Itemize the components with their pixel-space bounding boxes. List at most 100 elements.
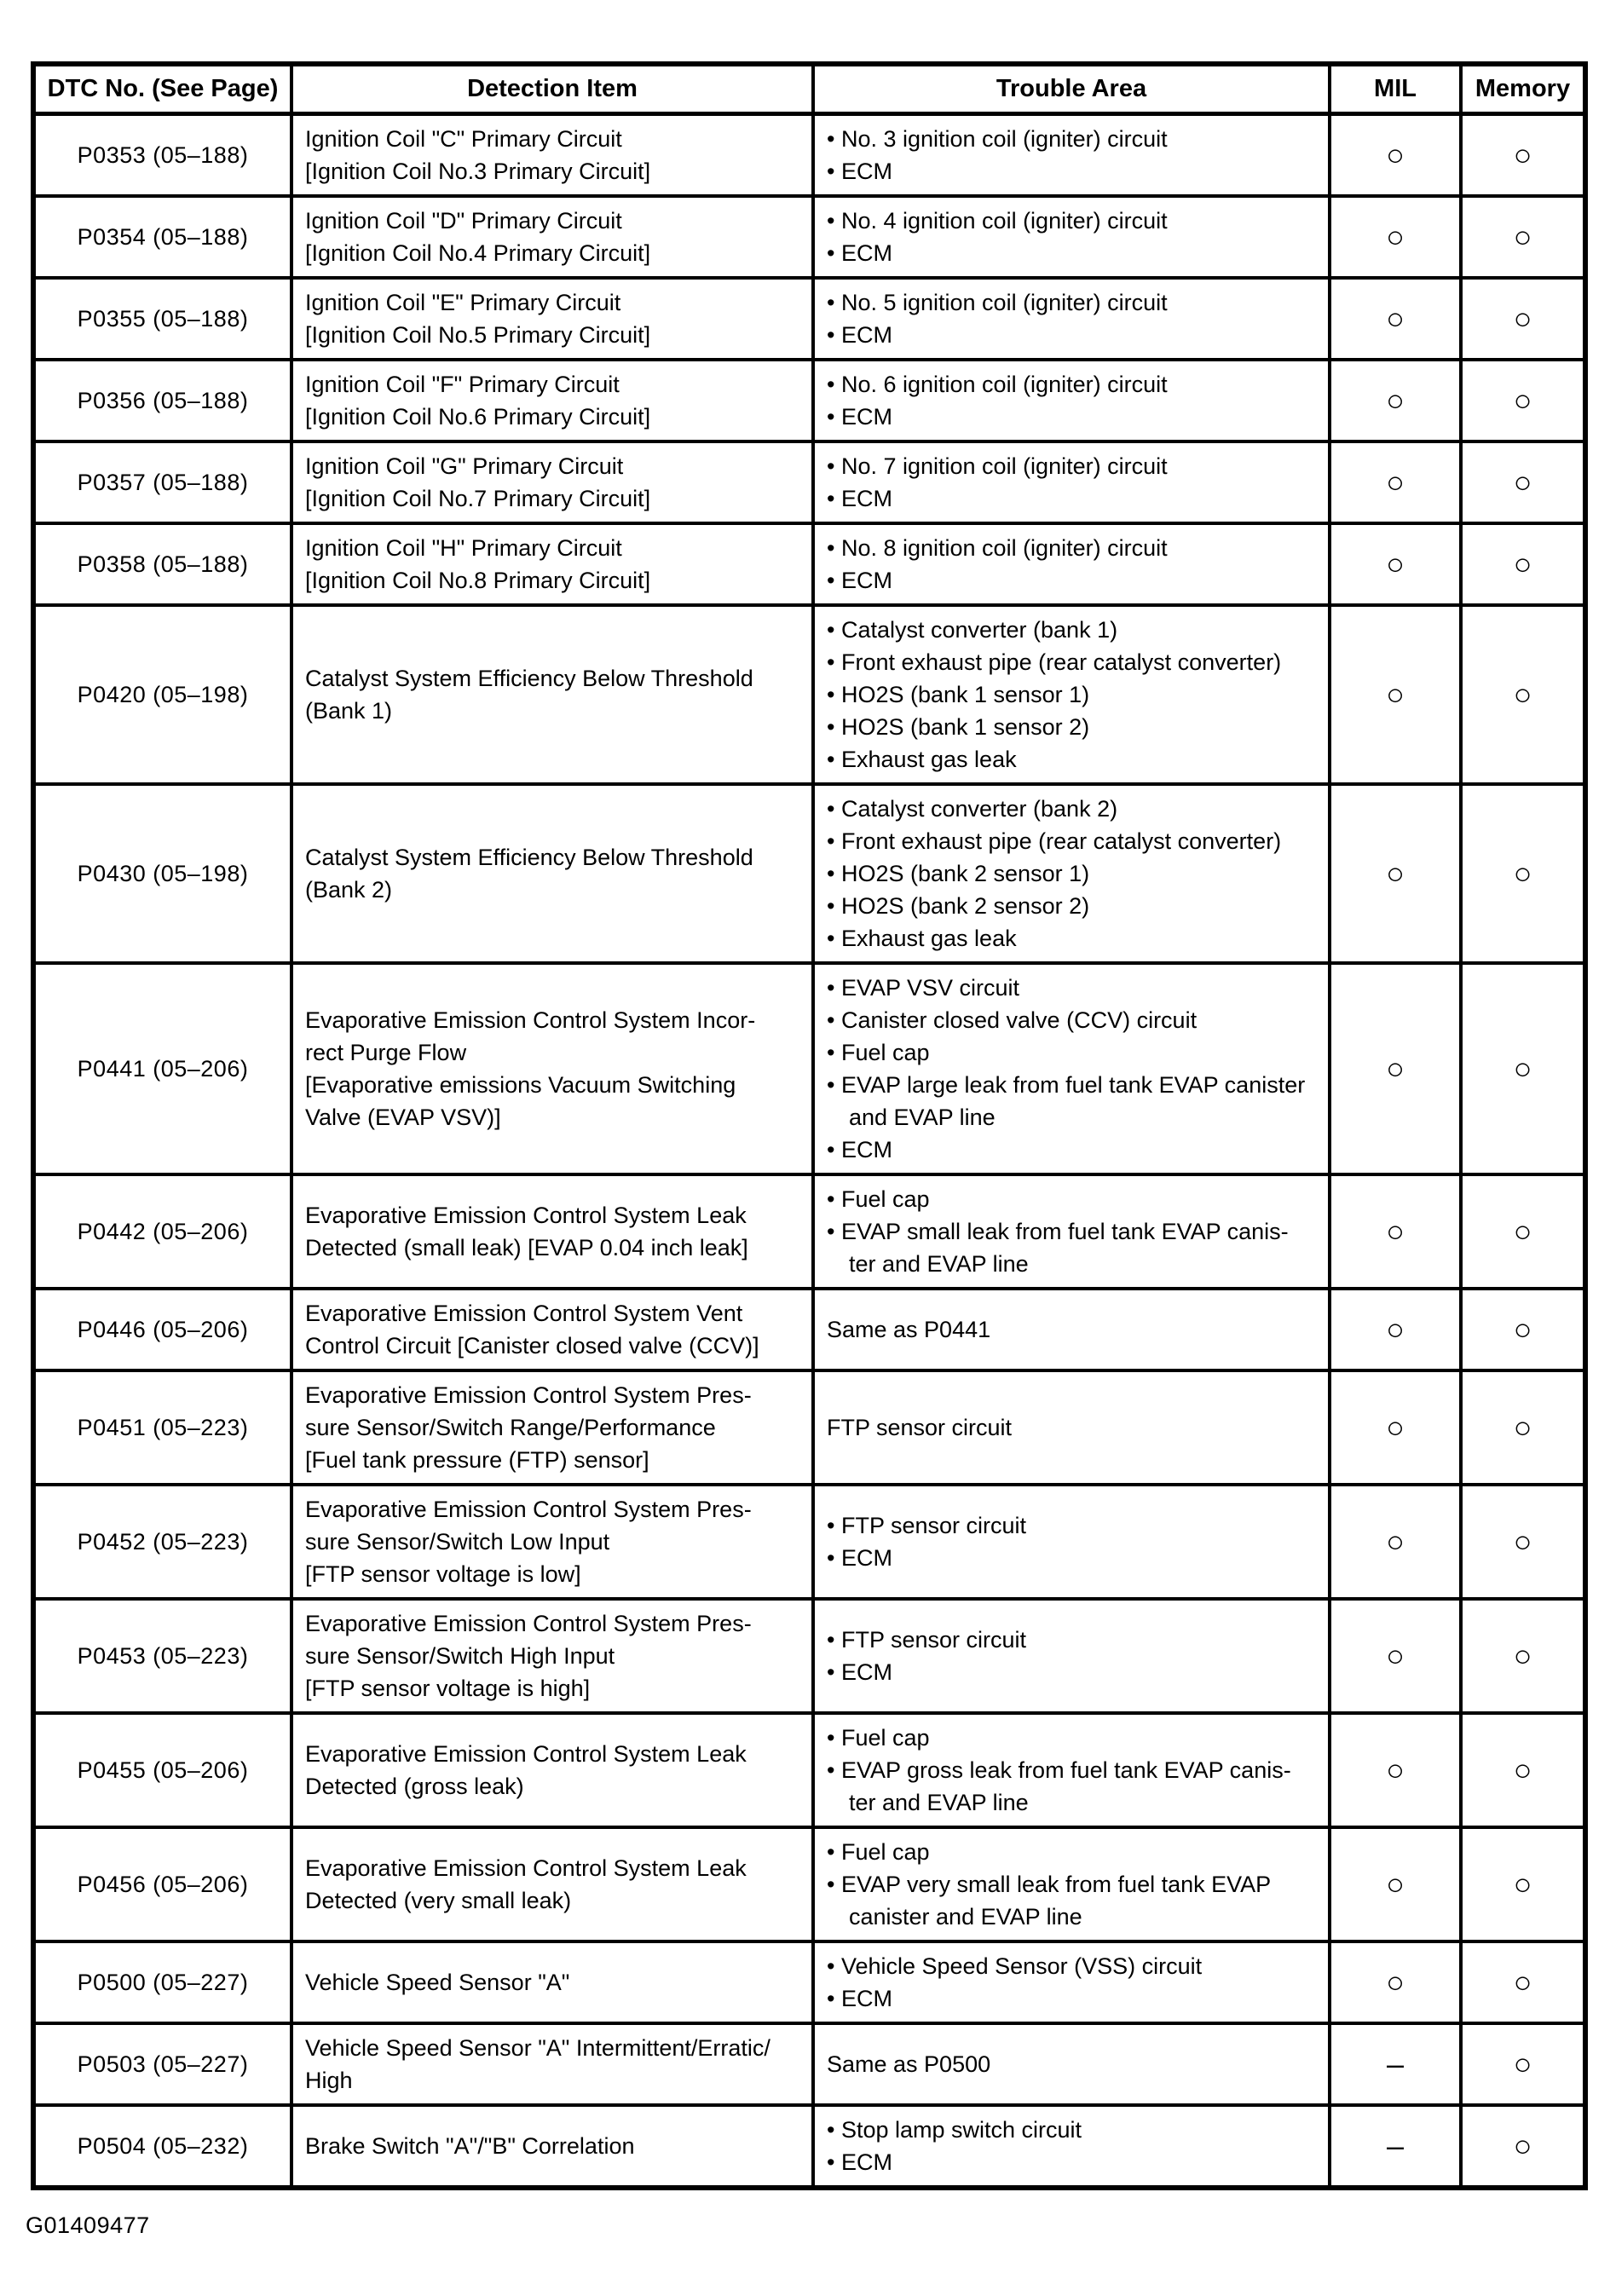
detection-cell: Evaporative Emission Control System Leak… <box>290 1825 815 1943</box>
mil-cell: ○ <box>1328 275 1463 361</box>
detection-line: (Bank 2) <box>305 876 393 903</box>
mil-cell: ○ <box>1328 521 1463 607</box>
table-row: P0456 (05–206) Evaporative Emission Contr… <box>32 1825 1587 1943</box>
detection-cell: Ignition Coil "F" Primary Circuit [Igniti… <box>290 357 815 443</box>
detection-line: sure Sensor/Switch Range/Performance <box>305 1414 716 1440</box>
trouble-line: • EVAP very small leak from fuel tank EV… <box>827 1871 1272 1897</box>
trouble-line: • ECM <box>827 567 892 593</box>
trouble-line: • HO2S (bank 2 sensor 1) <box>827 860 1090 886</box>
detection-line: Vehicle Speed Sensor "A" Intermittent/Er… <box>305 2034 770 2061</box>
trouble-line: • ECM <box>827 158 892 184</box>
detection-line: Detected (gross leak) <box>305 1773 524 1799</box>
dtc-cell: P0358 (05–188) <box>32 521 293 607</box>
dtc-cell: P0453 (05–223) <box>32 1596 293 1715</box>
memory-cell: ○ <box>1459 961 1587 1176</box>
dtc-cell: P0441 (05–206) <box>32 961 293 1176</box>
trouble-cell: • FTP sensor circuit • ECM <box>811 1596 1331 1715</box>
memory-cell: ○ <box>1459 1939 1587 2025</box>
dtc-cell: P0354 (05–188) <box>32 193 293 280</box>
column-header-mil: MIL <box>1328 61 1463 116</box>
dtc-cell: P0452 (05–223) <box>32 1482 293 1601</box>
trouble-line: • Catalyst converter (bank 1) <box>827 616 1118 643</box>
detection-cell: Ignition Coil "E" Primary Circuit [Igniti… <box>290 275 815 361</box>
memory-cell: ○ <box>1459 1286 1587 1372</box>
dtc-cell: P0503 (05–227) <box>32 2021 293 2107</box>
memory-cell: ○ <box>1459 1825 1587 1943</box>
mil-cell: – <box>1328 2103 1463 2189</box>
dtc-cell: P0451 (05–223) <box>32 1368 293 1486</box>
mil-cell: ○ <box>1328 1710 1463 1829</box>
mil-cell: ○ <box>1328 1482 1463 1601</box>
mil-cell: ○ <box>1328 1368 1463 1486</box>
detection-cell: Evaporative Emission Control System Pres… <box>290 1368 815 1486</box>
memory-cell: ○ <box>1459 2021 1587 2107</box>
trouble-line: • No. 8 ignition coil (igniter) circuit <box>827 534 1168 561</box>
mil-cell: ○ <box>1328 439 1463 525</box>
detection-cell: Vehicle Speed Sensor "A" Intermittent/Er… <box>290 2021 815 2107</box>
mil-cell: – <box>1328 2021 1463 2107</box>
detection-line: (Bank 1) <box>305 697 393 724</box>
detection-line: sure Sensor/Switch High Input <box>305 1642 615 1669</box>
detection-line: Catalyst System Efficiency Below Thresho… <box>305 665 753 691</box>
detection-line: Control Circuit [Canister closed valve (… <box>305 1332 759 1359</box>
table-row: P0354 (05–188) Ignition Coil "D" Primary … <box>32 193 1587 280</box>
trouble-line: • Fuel cap <box>827 1185 930 1212</box>
table-row: P0357 (05–188) Ignition Coil "G" Primary … <box>32 439 1587 525</box>
trouble-line: and EVAP line <box>849 1104 996 1130</box>
dtc-cell: P0430 (05–198) <box>32 782 293 965</box>
trouble-cell: • No. 7 ignition coil (igniter) circuit •… <box>811 439 1331 525</box>
table-row: P0353 (05–188) Ignition Coil "C" Primary … <box>32 112 1587 198</box>
detection-line: Evaporative Emission Control System Leak <box>305 1740 747 1767</box>
table-row: P0441 (05–206) Evaporative Emission Contr… <box>32 961 1587 1176</box>
dtc-table-body: P0353 (05–188) Ignition Coil "C" Primary … <box>32 112 1587 2189</box>
dtc-table: DTC No. (See Page) Detection Item Troubl… <box>31 61 1588 2190</box>
detection-line: Evaporative Emission Control System Pres… <box>305 1382 752 1408</box>
trouble-line: • EVAP small leak from fuel tank EVAP ca… <box>827 1218 1289 1244</box>
trouble-cell: • Vehicle Speed Sensor (VSS) circuit • EC… <box>811 1939 1331 2025</box>
detection-line: [Fuel tank pressure (FTP) sensor] <box>305 1446 649 1473</box>
detection-line: [Ignition Coil No.7 Primary Circuit] <box>305 485 651 511</box>
table-row: P0420 (05–198) Catalyst System Efficiency… <box>32 603 1587 786</box>
trouble-cell: • Fuel cap • EVAP small leak from fuel ta… <box>811 1172 1331 1290</box>
trouble-line: FTP sensor circuit <box>827 1414 1013 1440</box>
memory-cell: ○ <box>1459 1596 1587 1715</box>
detection-cell: Evaporative Emission Control System Inco… <box>290 961 815 1176</box>
trouble-line: • ECM <box>827 1659 892 1685</box>
trouble-line: Same as P0500 <box>827 2051 991 2077</box>
trouble-line: • Exhaust gas leak <box>827 925 1017 951</box>
detection-line: Ignition Coil "D" Primary Circuit <box>305 207 622 234</box>
trouble-line: • FTP sensor circuit <box>827 1626 1027 1653</box>
detection-line: [Ignition Coil No.6 Primary Circuit] <box>305 403 651 430</box>
memory-cell: ○ <box>1459 1482 1587 1601</box>
dtc-table-header: DTC No. (See Page) Detection Item Troubl… <box>32 61 1587 116</box>
detection-cell: Vehicle Speed Sensor "A" <box>290 1939 815 2025</box>
trouble-cell: • FTP sensor circuit • ECM <box>811 1482 1331 1601</box>
trouble-line: • EVAP VSV circuit <box>827 974 1020 1001</box>
column-header-detection-item: Detection Item <box>290 61 815 116</box>
trouble-line: • Exhaust gas leak <box>827 746 1017 772</box>
detection-line: Evaporative Emission Control System Pres… <box>305 1496 752 1522</box>
trouble-cell: • No. 3 ignition coil (igniter) circuit •… <box>811 112 1331 198</box>
detection-line: [FTP sensor voltage is high] <box>305 1675 591 1701</box>
trouble-line: • ECM <box>827 321 892 348</box>
memory-cell: ○ <box>1459 521 1587 607</box>
trouble-line: ter and EVAP line <box>849 1250 1029 1277</box>
detection-line: High <box>305 2067 353 2093</box>
trouble-line: • No. 3 ignition coil (igniter) circuit <box>827 125 1168 152</box>
dtc-cell: P0353 (05–188) <box>32 112 293 198</box>
trouble-line: • ECM <box>827 2149 892 2175</box>
detection-line: [Ignition Coil No.5 Primary Circuit] <box>305 321 651 348</box>
detection-cell: Brake Switch "A"/"B" Correlation <box>290 2103 815 2189</box>
trouble-cell: • No. 4 ignition coil (igniter) circuit •… <box>811 193 1331 280</box>
table-row: P0356 (05–188) Ignition Coil "F" Primary … <box>32 357 1587 443</box>
table-row: P0453 (05–223) Evaporative Emission Contr… <box>32 1596 1587 1715</box>
trouble-line: • Canister closed valve (CCV) circuit <box>827 1007 1198 1033</box>
detection-line: [FTP sensor voltage is low] <box>305 1560 581 1587</box>
trouble-line: • ECM <box>827 1985 892 2011</box>
trouble-line: • FTP sensor circuit <box>827 1512 1027 1538</box>
trouble-cell: • Catalyst converter (bank 2) • Front exh… <box>811 782 1331 965</box>
column-header-dtc-no: DTC No. (See Page) <box>32 61 293 116</box>
detection-line: Detected (small leak) [EVAP 0.04 inch le… <box>305 1234 748 1260</box>
detection-line: Evaporative Emission Control System Leak <box>305 1855 747 1881</box>
trouble-line: • Fuel cap <box>827 1724 930 1751</box>
